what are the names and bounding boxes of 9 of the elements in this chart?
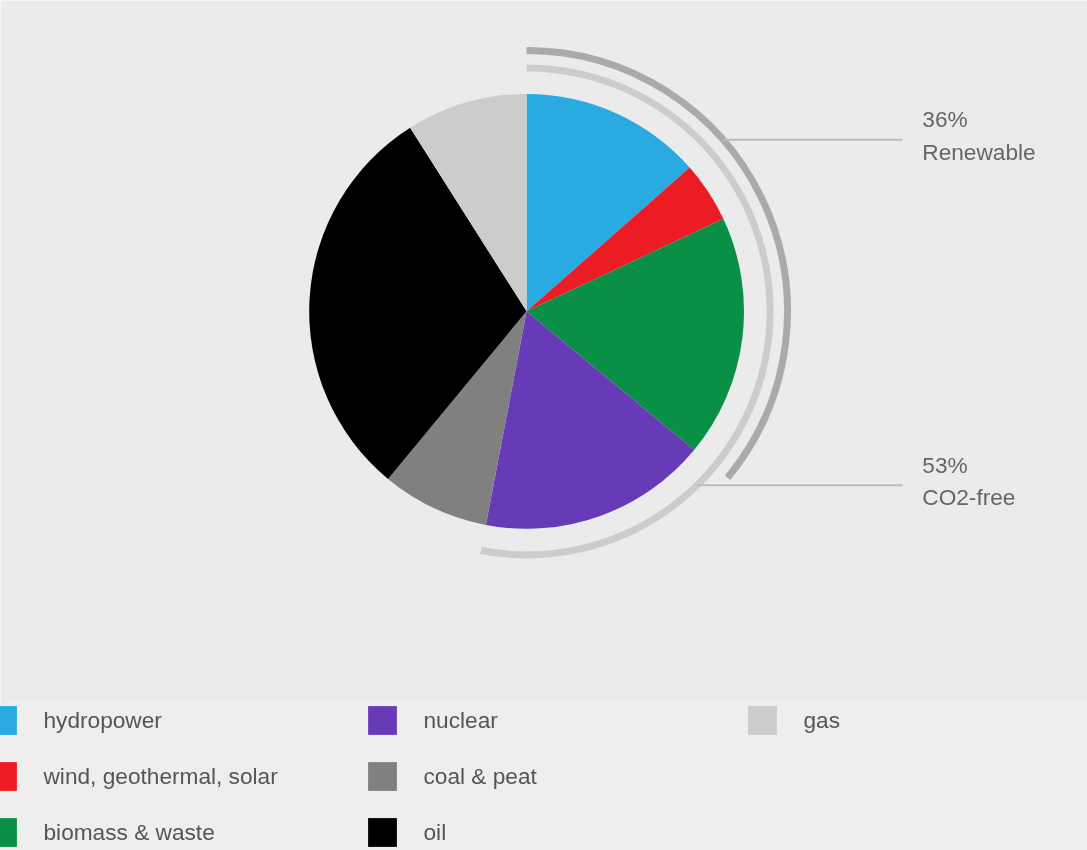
text: 36% Renewable — [922, 106, 1036, 165]
legend-label: nuclear — [423, 706, 499, 734]
legend-label: biomass & waste — [43, 818, 216, 846]
text: 53% CO2-free — [922, 451, 1016, 511]
legend-label: wind, geothermal, solar — [43, 762, 279, 790]
legend-label: oil — [423, 818, 448, 846]
legend-label: hydropower — [43, 706, 163, 734]
legend-label: gas — [803, 706, 842, 734]
legend-label: coal & peat — [423, 762, 538, 790]
